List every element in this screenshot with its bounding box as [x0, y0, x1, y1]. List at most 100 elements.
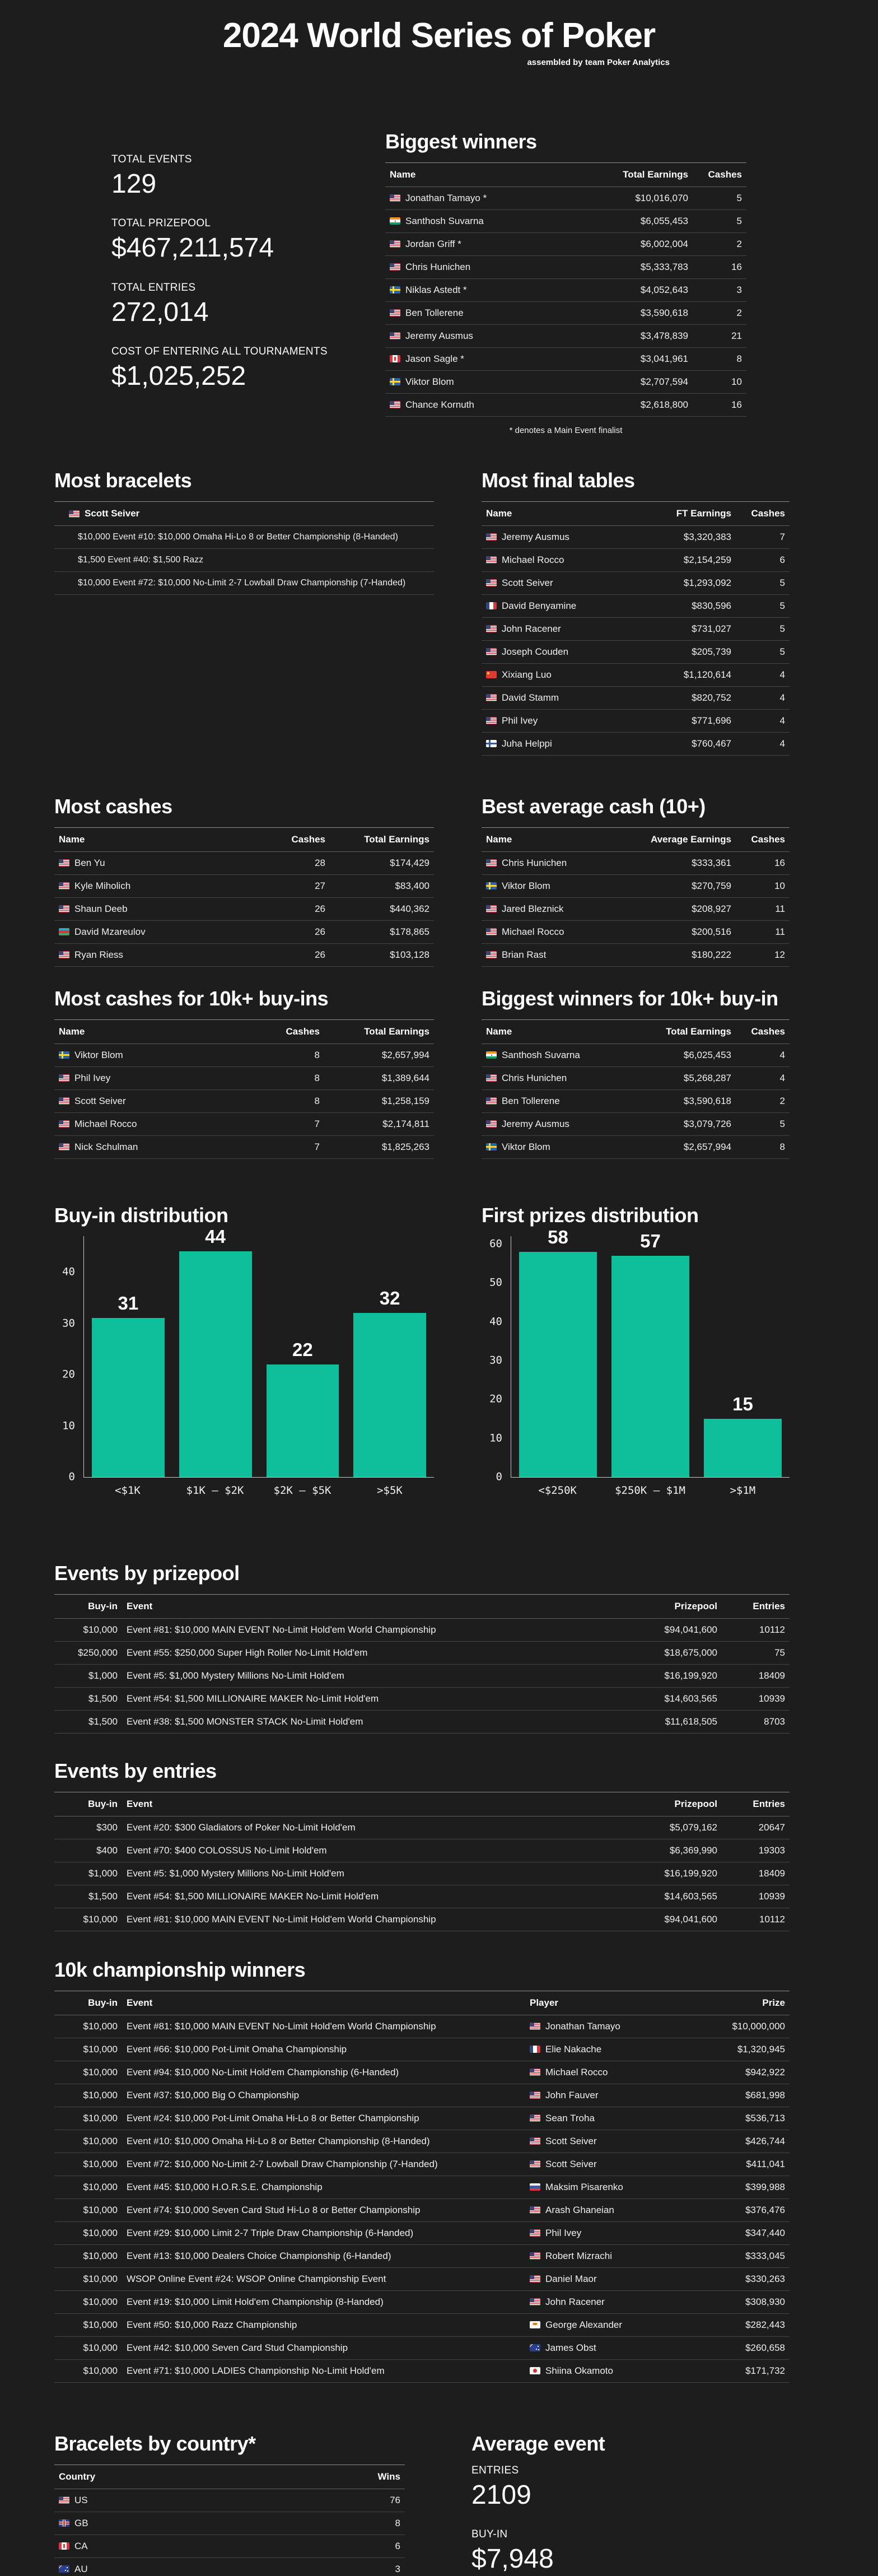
cell: $333,045 [702, 2244, 790, 2268]
cell: $10,000 [54, 2198, 122, 2222]
cell: Jason Sagle * [385, 347, 589, 371]
table-row: $10,000 Event #66: $10,000 Pot-Limit Omah… [54, 2038, 790, 2061]
cashes-row: Most cashes Name Cashes Total Earnings Ben … [54, 795, 790, 967]
table-row: Juha Helppi $760,467 4 [482, 732, 790, 756]
se-flag-icon [486, 1143, 497, 1150]
cell: $10,000 [54, 2176, 122, 2199]
column-header: Total Earnings [330, 827, 434, 852]
events-by-prizepool-table: Buy-in Event Prizepool Entries $10,000 Event … [54, 1594, 790, 1734]
avg-buyin: BUY-IN $7,948 [471, 2528, 790, 2573]
cell: 8 [254, 1066, 324, 1090]
cell: $830,596 [637, 594, 736, 618]
table-row: $10,000 Event #37: $10,000 Big O Champion… [54, 2084, 790, 2107]
cell: Kyle Miholich [54, 874, 259, 898]
bar [611, 1255, 689, 1477]
cell: Michael Rocco [482, 548, 637, 572]
table-row: $1,500 Event #54: $1,500 MILLIONAIRE MAKE… [54, 1885, 790, 1908]
section-title: Events by entries [54, 1759, 217, 1782]
table-row: Michael Rocco $200,516 11 [482, 920, 790, 944]
main-event-footnote: * denotes a Main Event finalist [509, 426, 623, 435]
header-row: Name Total Earnings Cashes [385, 162, 746, 187]
us-flag-icon [486, 717, 497, 724]
us-flag-icon [530, 2091, 540, 2099]
fr-flag-icon [486, 602, 497, 609]
cell: $10,000 [54, 2061, 122, 2084]
cell: $180,222 [620, 943, 736, 967]
x-axis-labels: <$250K $250K – $1M >$1M [511, 1484, 790, 1497]
table-row: $1,500 Event #38: $1,500 MONSTER STACK No… [54, 1710, 790, 1734]
cell: Event #5: $1,000 Mystery Millions No-Lim… [122, 1862, 618, 1885]
cell: $2,657,994 [324, 1044, 434, 1067]
cell: $942,922 [702, 2061, 790, 2084]
cell: Joseph Couden [482, 640, 637, 664]
fr-flag-icon [530, 2046, 540, 2053]
cell: Event #70: $400 COLOSSUS No-Limit Hold'e… [122, 1839, 618, 1862]
bracelets-finaltables-row: Most bracelets Scott Seiver $10,000 Even… [54, 469, 790, 756]
table-row: Santhosh Suvarna $6,025,453 4 [482, 1044, 790, 1067]
cell: $1,293,092 [637, 571, 736, 595]
cell: $10,000 [54, 2290, 122, 2314]
cell: Event #55: $250,000 Super High Roller No… [122, 1641, 618, 1665]
us-flag-icon [486, 579, 497, 586]
us-flag-icon [530, 2114, 540, 2122]
cell: $347,440 [702, 2221, 790, 2245]
cell: 26 [259, 920, 330, 944]
y-tick-label: 30 [62, 1317, 75, 1330]
cell: $3,041,961 [589, 347, 693, 371]
header-row: Name FT Earnings Cashes [482, 501, 790, 526]
table-row: $300 Event #20: $300 Gladiators of Poker … [54, 1816, 790, 1839]
y-tick-label: 40 [489, 1315, 502, 1328]
player-name: Scott Seiver [85, 508, 140, 519]
cell: Event #50: $10,000 Razz Championship [122, 2313, 525, 2337]
us-flag-icon [486, 648, 497, 655]
column-header: FT Earnings [637, 501, 736, 526]
column-header: Prizepool [618, 1792, 722, 1816]
stat-label: TOTAL EVENTS [111, 153, 192, 165]
cell: 5 [736, 571, 790, 595]
cell: $2,618,800 [589, 393, 693, 417]
cell: 10 [736, 874, 790, 898]
table-row: Chance Kornuth $2,618,800 16 [385, 393, 746, 417]
section-most-final-tables: Most final tables Name FT Earnings Cashes J… [482, 469, 790, 756]
cell: Viktor Blom [54, 1044, 254, 1067]
table-row: Jared Bleznick $208,927 11 [482, 897, 790, 921]
cell: $2,707,594 [589, 370, 693, 394]
header-row: Name Cashes Total Earnings [54, 1019, 434, 1044]
cell: Scott Seiver [54, 1089, 254, 1113]
page-title: 2024 World Series of Poker [222, 16, 656, 55]
cell: 18409 [722, 1664, 790, 1688]
us-flag-icon [486, 556, 497, 563]
cell: $10,000 [54, 2221, 122, 2245]
stat-total-prizepool: TOTAL PRIZEPOOL $467,211,574 [111, 217, 380, 262]
stat-value: $7,948 [471, 2544, 554, 2574]
column-header: Event [122, 1792, 618, 1816]
cell: Event #72: $10,000 No-Limit 2-7 Lowball … [122, 2153, 525, 2176]
cell: 8703 [722, 1710, 790, 1734]
se-flag-icon [390, 286, 400, 294]
biggest-winners-10k-table: Name Total Earnings Cashes Santhosh Suvarna… [482, 1019, 790, 1159]
table-row: Jordan Griff * $6,002,004 2 [385, 232, 746, 256]
us-flag-icon [486, 928, 497, 935]
chart-title: Buy-in distribution [54, 1204, 228, 1227]
table-row: $10,000 Event #81: $10,000 MAIN EVENT No-… [54, 1908, 790, 1931]
cell: Scott Seiver [525, 2153, 702, 2176]
cell: $2,154,259 [637, 548, 736, 572]
table-row: Jeremy Ausmus $3,320,383 7 [482, 525, 790, 549]
bracelets-by-country-table: CountryWinsUS76GB8CA6AU3ES3FR3 [54, 2465, 405, 2576]
table-row: $10,000 Event #13: $10,000 Dealers Choice… [54, 2244, 790, 2268]
section-title: Most cashes for 10k+ buy-ins [54, 987, 329, 1010]
cell: $1,500 [54, 1710, 122, 1734]
cell: $10,016,070 [589, 187, 693, 210]
gb-flag-icon [59, 2519, 69, 2527]
cell: $10,000 [54, 1618, 122, 1642]
us-flag-icon [486, 951, 497, 958]
table-row: $10,000 Event #74: $10,000 Seven Card Stu… [54, 2198, 790, 2222]
section-best-average-cash: Best average cash (10+) Name Average Earn… [482, 795, 790, 967]
cell: 3 [334, 2558, 405, 2576]
cell: $771,696 [637, 709, 736, 733]
fi-flag-icon [486, 740, 497, 747]
cell: Phil Ivey [525, 2221, 702, 2245]
cell: Ben Yu [54, 851, 259, 875]
cell: $3,590,618 [626, 1089, 736, 1113]
stat-value: 2109 [471, 2480, 531, 2510]
